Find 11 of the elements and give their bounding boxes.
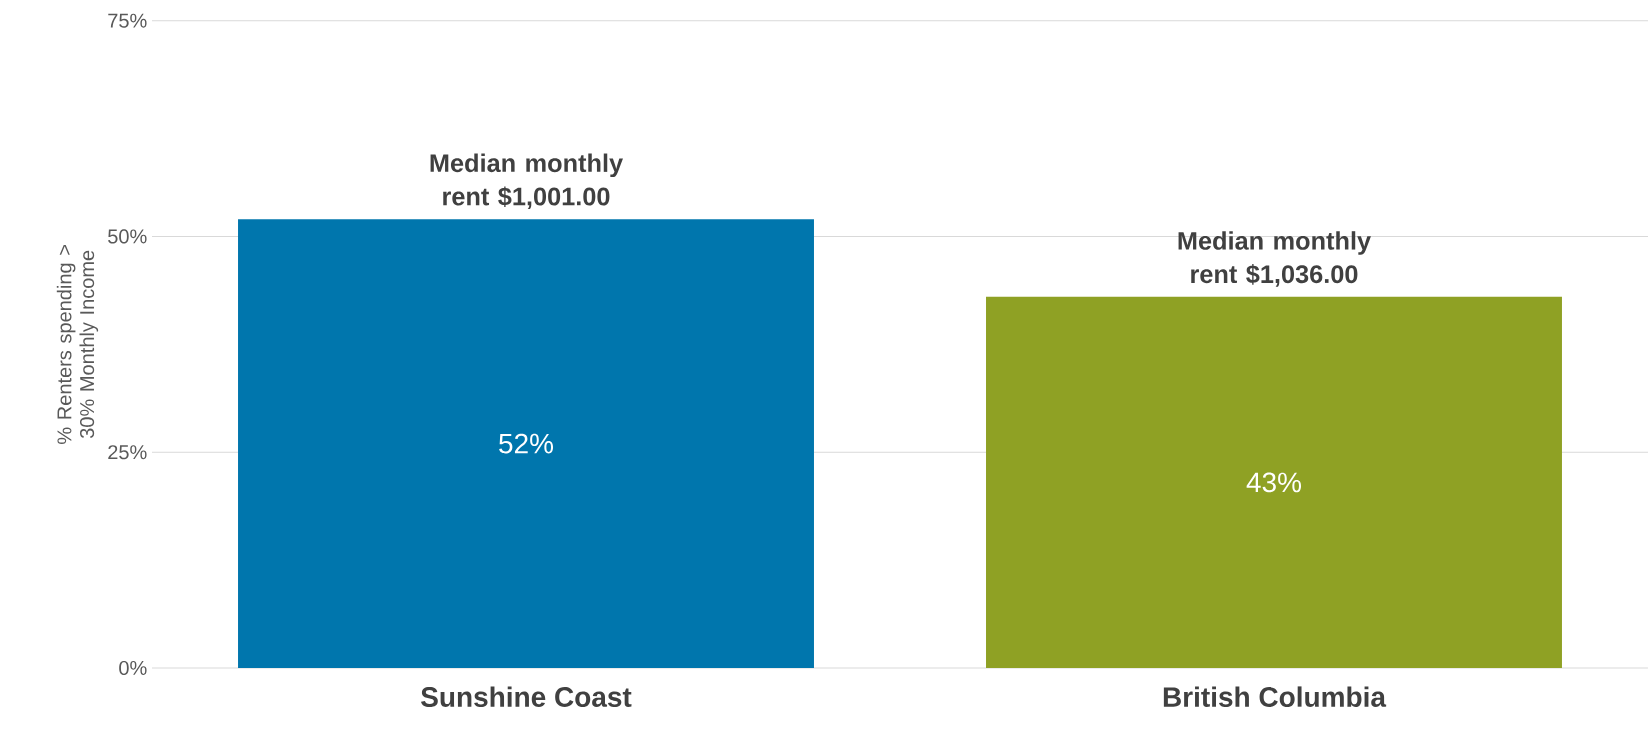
annotation: Median monthly rent $1,036.00 (1178, 231, 1371, 287)
data-label: 43% (1246, 472, 1302, 493)
y-tick-label: 0% (119, 660, 147, 676)
y-axis-title: % Renters spending > 30% Monthly Income (56, 245, 99, 444)
x-tick-label: British Columbia (1163, 686, 1387, 707)
data-label: 52% (499, 433, 554, 454)
y-tick-label: 25% (108, 445, 147, 460)
y-tick-label: 75% (108, 13, 147, 28)
annotation: Median monthly rent $1,001.00 (430, 153, 623, 210)
y-tick-label: 50% (108, 229, 147, 244)
x-tick-label: Sunshine Coast (421, 686, 632, 707)
